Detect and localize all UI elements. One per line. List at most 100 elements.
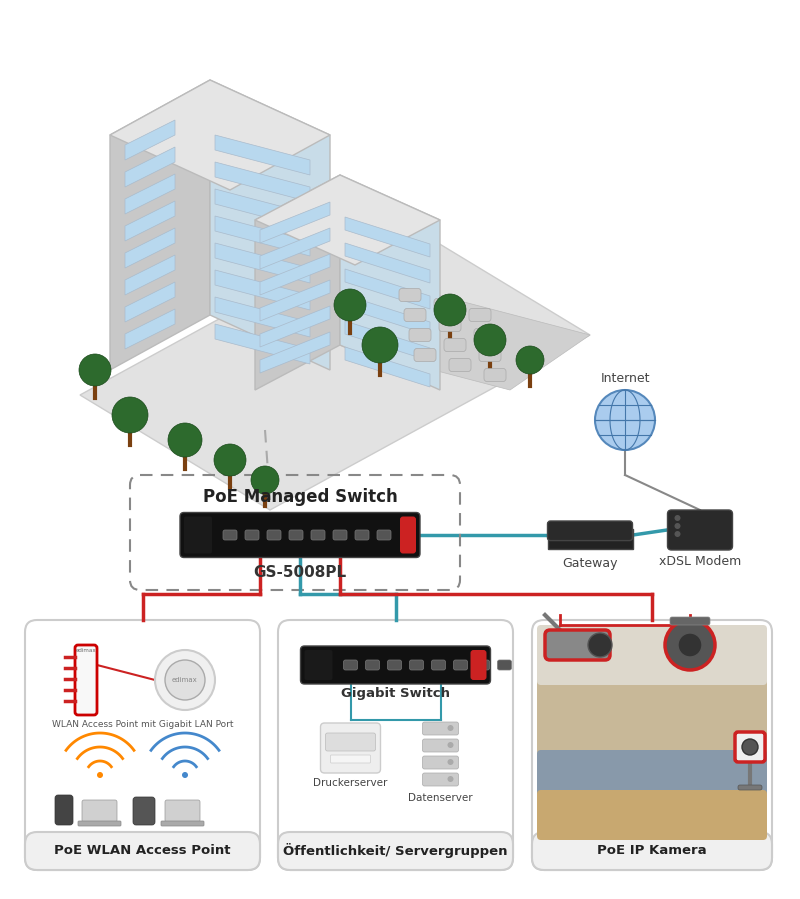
- FancyBboxPatch shape: [321, 723, 381, 773]
- Circle shape: [447, 742, 454, 748]
- Circle shape: [474, 324, 506, 356]
- Polygon shape: [547, 530, 633, 549]
- Polygon shape: [260, 228, 330, 269]
- Circle shape: [674, 531, 681, 537]
- Polygon shape: [345, 217, 430, 257]
- Text: GS-5008PL: GS-5008PL: [254, 565, 346, 580]
- FancyBboxPatch shape: [439, 318, 461, 332]
- Circle shape: [674, 523, 681, 529]
- Circle shape: [447, 776, 454, 782]
- Circle shape: [742, 739, 758, 755]
- Text: Internet: Internet: [600, 372, 650, 385]
- Circle shape: [595, 390, 655, 450]
- FancyBboxPatch shape: [475, 660, 490, 670]
- FancyBboxPatch shape: [278, 832, 513, 870]
- Text: Gateway: Gateway: [562, 557, 618, 570]
- FancyBboxPatch shape: [667, 510, 733, 550]
- Circle shape: [362, 327, 398, 363]
- Text: Öffentlichkeit/ Servergruppen: Öffentlichkeit/ Servergruppen: [283, 843, 508, 859]
- FancyBboxPatch shape: [75, 645, 97, 715]
- Text: edimax: edimax: [76, 648, 96, 653]
- FancyBboxPatch shape: [409, 328, 431, 342]
- Circle shape: [182, 772, 188, 778]
- FancyBboxPatch shape: [330, 755, 370, 763]
- FancyBboxPatch shape: [414, 349, 436, 361]
- FancyBboxPatch shape: [25, 620, 260, 870]
- Polygon shape: [260, 280, 330, 321]
- FancyBboxPatch shape: [165, 800, 200, 822]
- Polygon shape: [125, 147, 175, 187]
- Polygon shape: [125, 282, 175, 322]
- FancyBboxPatch shape: [484, 369, 506, 381]
- Polygon shape: [255, 175, 340, 390]
- Circle shape: [674, 515, 681, 521]
- FancyBboxPatch shape: [355, 530, 369, 540]
- Circle shape: [97, 772, 103, 778]
- Text: Gigabit Switch: Gigabit Switch: [341, 687, 450, 700]
- FancyBboxPatch shape: [400, 517, 416, 554]
- Polygon shape: [125, 228, 175, 268]
- FancyBboxPatch shape: [498, 660, 511, 670]
- Circle shape: [447, 759, 454, 765]
- FancyBboxPatch shape: [133, 797, 155, 825]
- FancyBboxPatch shape: [422, 722, 458, 735]
- Polygon shape: [125, 174, 175, 214]
- Polygon shape: [345, 243, 430, 283]
- FancyBboxPatch shape: [404, 308, 426, 322]
- FancyBboxPatch shape: [311, 530, 325, 540]
- Polygon shape: [215, 189, 310, 229]
- FancyBboxPatch shape: [326, 733, 375, 751]
- FancyBboxPatch shape: [532, 620, 772, 870]
- FancyBboxPatch shape: [431, 660, 446, 670]
- FancyBboxPatch shape: [474, 328, 496, 342]
- FancyBboxPatch shape: [537, 750, 767, 830]
- FancyBboxPatch shape: [245, 530, 259, 540]
- Circle shape: [155, 650, 215, 710]
- FancyBboxPatch shape: [422, 773, 458, 786]
- FancyBboxPatch shape: [444, 339, 466, 352]
- Polygon shape: [215, 297, 310, 337]
- FancyBboxPatch shape: [267, 530, 281, 540]
- FancyBboxPatch shape: [422, 739, 458, 752]
- FancyBboxPatch shape: [301, 646, 490, 684]
- FancyBboxPatch shape: [377, 530, 391, 540]
- FancyBboxPatch shape: [78, 821, 121, 826]
- FancyBboxPatch shape: [161, 821, 204, 826]
- Text: edimax: edimax: [172, 677, 198, 683]
- FancyBboxPatch shape: [223, 530, 237, 540]
- Text: WLAN Access Point mit Gigabit LAN Port: WLAN Access Point mit Gigabit LAN Port: [52, 720, 234, 729]
- FancyBboxPatch shape: [434, 298, 456, 311]
- Text: PoE WLAN Access Point: PoE WLAN Access Point: [54, 844, 230, 858]
- FancyBboxPatch shape: [422, 756, 458, 769]
- FancyBboxPatch shape: [366, 660, 379, 670]
- FancyBboxPatch shape: [532, 832, 772, 870]
- Circle shape: [588, 633, 612, 657]
- Text: Druckerserver: Druckerserver: [314, 778, 388, 788]
- FancyBboxPatch shape: [738, 785, 762, 790]
- Circle shape: [516, 346, 544, 374]
- Polygon shape: [215, 270, 310, 310]
- Polygon shape: [260, 332, 330, 373]
- Polygon shape: [110, 80, 210, 370]
- Polygon shape: [260, 306, 330, 347]
- Polygon shape: [215, 135, 310, 175]
- FancyBboxPatch shape: [278, 620, 513, 870]
- Circle shape: [334, 289, 366, 321]
- Polygon shape: [215, 162, 310, 202]
- Polygon shape: [125, 120, 175, 160]
- FancyBboxPatch shape: [180, 512, 420, 557]
- Polygon shape: [260, 202, 330, 243]
- Polygon shape: [125, 201, 175, 241]
- FancyBboxPatch shape: [545, 630, 610, 660]
- FancyBboxPatch shape: [470, 650, 486, 680]
- Polygon shape: [255, 175, 440, 265]
- Circle shape: [165, 660, 205, 700]
- FancyBboxPatch shape: [399, 289, 421, 301]
- Circle shape: [251, 466, 279, 494]
- Text: PoE Managed Switch: PoE Managed Switch: [202, 488, 398, 506]
- FancyBboxPatch shape: [289, 530, 303, 540]
- Text: Datenserver: Datenserver: [408, 793, 473, 803]
- FancyBboxPatch shape: [333, 530, 347, 540]
- Polygon shape: [125, 255, 175, 295]
- FancyBboxPatch shape: [670, 617, 710, 625]
